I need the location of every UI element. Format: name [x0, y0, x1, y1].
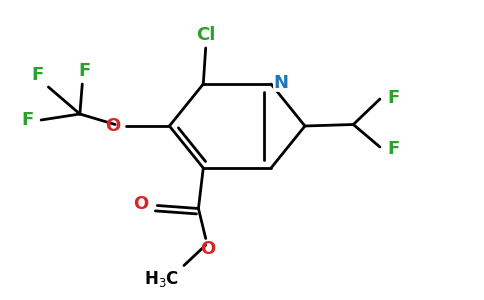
Text: F: F — [387, 140, 399, 158]
Text: H$_3$C: H$_3$C — [144, 269, 179, 289]
Text: F: F — [387, 88, 399, 106]
Text: N: N — [273, 74, 288, 92]
Text: Cl: Cl — [196, 26, 215, 44]
Text: O: O — [200, 240, 216, 258]
Text: F: F — [78, 61, 91, 80]
Text: F: F — [22, 111, 34, 129]
Text: F: F — [31, 66, 44, 84]
Text: O: O — [133, 195, 149, 213]
Text: O: O — [105, 117, 120, 135]
